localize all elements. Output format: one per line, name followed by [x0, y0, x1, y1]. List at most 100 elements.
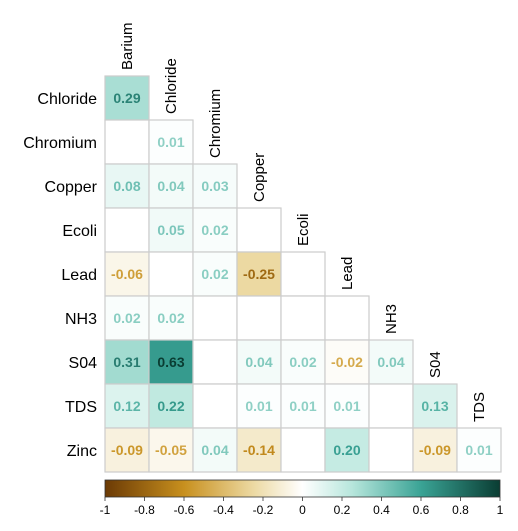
column-label: Ecoli: [295, 213, 312, 246]
cell-value-label: 0.12: [113, 398, 140, 414]
cell-value-label: 0.02: [289, 354, 316, 370]
cell-value-label: 0.03: [201, 178, 228, 194]
row-labels: Chloride Chromium Copper Ecoli Lead NH3 S04 TDS…: [23, 91, 97, 460]
cell-value-label: 0.02: [201, 222, 228, 238]
cell-value-label: 0.04: [377, 354, 404, 370]
heatmap-cell: [192, 383, 238, 429]
cell-value-label: 0.05: [157, 222, 184, 238]
column-label: NH3: [383, 304, 400, 334]
column-labels: Barium Chloride Chromium Copper Ecoli Lead NH3…: [119, 22, 488, 422]
row-label: Ecoli: [62, 223, 97, 240]
column-label: Chromium: [207, 89, 224, 158]
cell-value-label: -0.06: [111, 266, 143, 282]
heatmap-cell: [148, 251, 194, 297]
cell-value-label: -0.25: [243, 266, 275, 282]
heatmap-cell: [412, 383, 458, 429]
heatmap-cell: [104, 251, 150, 297]
cell-value-label: 0.01: [245, 398, 272, 414]
legend-tick-label: -0.4: [213, 503, 234, 517]
cell-value-label: 0.22: [157, 398, 184, 414]
cell-value-label: 0.02: [201, 266, 228, 282]
legend-tick-label: -0.2: [253, 503, 274, 517]
legend-tick-label: 0: [299, 503, 306, 517]
row-label: Lead: [61, 267, 97, 284]
legend-tick-label: 0.4: [373, 503, 390, 517]
heatmap-cell: [104, 119, 150, 165]
column-label: Lead: [339, 257, 356, 290]
row-label: Chloride: [37, 91, 97, 108]
heatmap-cell: [280, 383, 326, 429]
heatmap-cell: [236, 295, 282, 341]
heatmap-cell: [236, 427, 282, 473]
heatmap-cell: [324, 427, 370, 473]
row-label: Copper: [45, 179, 98, 196]
heatmap-cell: [104, 383, 150, 429]
legend-tick-label: 0.2: [334, 503, 351, 517]
row-label: Chromium: [23, 135, 97, 152]
heatmap-cell: [236, 383, 282, 429]
legend-tick-label: 1: [497, 503, 504, 517]
heatmap-cell: [368, 339, 414, 385]
cell-value-label: -0.05: [155, 442, 187, 458]
cell-value-label: 0.13: [421, 398, 448, 414]
cell-value-label: 0.01: [289, 398, 316, 414]
row-label: NH3: [65, 311, 97, 328]
legend-tick-label: -0.8: [134, 503, 155, 517]
heatmap-cell: [456, 427, 502, 473]
heatmap-cell: [192, 427, 238, 473]
heatmap-cell: [148, 119, 194, 165]
legend-tick-label: -1: [100, 503, 111, 517]
heatmap-cell: [148, 295, 194, 341]
cell-value-label: 0.01: [465, 442, 492, 458]
heatmap-cell: [324, 339, 370, 385]
heatmap-cell: [104, 207, 150, 253]
cell-value-label: -0.14: [243, 442, 275, 458]
heatmap-cell: [236, 251, 282, 297]
heatmap-cell: [324, 295, 370, 341]
row-label: TDS: [65, 399, 97, 416]
column-label: S04: [427, 351, 444, 378]
heatmap-cell: [192, 295, 238, 341]
legend-tick-label: 0.8: [452, 503, 469, 517]
legend-tick-label: 0.6: [413, 503, 430, 517]
cell-value-label: -0.02: [331, 354, 363, 370]
heatmap-cell: [368, 383, 414, 429]
cell-value-label: 0.04: [157, 178, 184, 194]
heatmap-cells: 0.29 0.01 0.08 0.04 0.03 0.05 0.02 -0.06 0.02 -0.…: [104, 75, 502, 473]
row-label: Zinc: [67, 443, 97, 460]
heatmap-cell: [280, 339, 326, 385]
row-label: S04: [69, 355, 98, 372]
column-label: TDS: [471, 392, 488, 422]
heatmap-cell: [280, 251, 326, 297]
cell-value-label: 0.02: [113, 310, 140, 326]
cell-value-label: 0.01: [333, 398, 360, 414]
cell-value-label: 0.63: [157, 354, 184, 370]
cell-value-label: 0.02: [157, 310, 184, 326]
cell-value-label: 0.04: [201, 442, 228, 458]
column-label: Barium: [119, 22, 136, 70]
cell-value-label: 0.20: [333, 442, 360, 458]
cell-value-label: 0.08: [113, 178, 140, 194]
column-label: Chloride: [163, 58, 180, 114]
cell-value-label: 0.29: [113, 90, 140, 106]
heatmap-cell: [236, 207, 282, 253]
heatmap-cell: [324, 383, 370, 429]
legend-tick-label: -0.6: [174, 503, 195, 517]
cell-value-label: -0.09: [111, 442, 143, 458]
cell-value-label: -0.09: [419, 442, 451, 458]
legend-colorbar: [104, 479, 501, 498]
cell-value-label: 0.01: [157, 134, 184, 150]
column-label: Copper: [251, 153, 268, 202]
heatmap-cell: [280, 295, 326, 341]
heatmap-cell: [104, 427, 150, 473]
heatmap-cell: [104, 75, 150, 121]
cell-value-label: 0.04: [245, 354, 272, 370]
heatmap-cell: [148, 339, 194, 385]
heatmap-cell: [368, 427, 414, 473]
heatmap-cell: [148, 207, 194, 253]
heatmap-cell: [192, 339, 238, 385]
color-legend: -1 -0.8 -0.6 -0.4 -0.2 0 0.2 0.4 0.6 0.8 1: [100, 479, 504, 517]
heatmap-cell: [148, 383, 194, 429]
cell-value-label: 0.31: [113, 354, 140, 370]
